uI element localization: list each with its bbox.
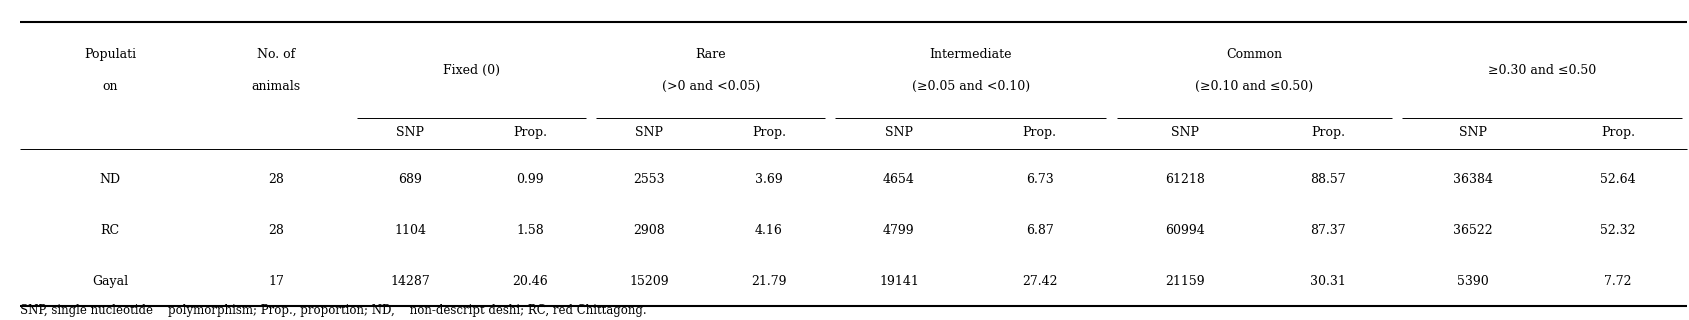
Text: 36384: 36384 [1453,173,1491,186]
Text: 36522: 36522 [1453,224,1491,237]
Text: 21159: 21159 [1165,275,1204,288]
Text: 27.42: 27.42 [1022,275,1057,288]
Text: SNP: SNP [1170,126,1199,139]
Text: 15209: 15209 [630,275,669,288]
Text: Populati: Populati [84,48,137,61]
Text: Common: Common [1226,48,1282,61]
Text: Gayal: Gayal [91,275,128,288]
Text: Prop.: Prop. [1599,126,1633,139]
Text: 4799: 4799 [883,224,914,237]
Text: 5390: 5390 [1456,275,1488,288]
Text: 28: 28 [269,224,284,237]
Text: SNP: SNP [885,126,912,139]
Text: (>0 and <0.05): (>0 and <0.05) [660,80,760,93]
Text: 6.73: 6.73 [1025,173,1052,186]
Text: 30.31: 30.31 [1309,275,1346,288]
Text: SNP: SNP [397,126,424,139]
Text: Prop.: Prop. [1022,126,1056,139]
Text: 4654: 4654 [882,173,914,186]
Text: on: on [103,80,118,93]
Text: No. of: No. of [257,48,296,61]
Text: (≥0.05 and <0.10): (≥0.05 and <0.10) [910,80,1029,93]
Text: 6.87: 6.87 [1025,224,1052,237]
Text: Fixed (0): Fixed (0) [443,64,500,77]
Text: Prop.: Prop. [512,126,547,139]
Text: Prop.: Prop. [1311,126,1344,139]
Text: RC: RC [101,224,120,237]
Text: Intermediate: Intermediate [929,48,1012,61]
Text: Rare: Rare [694,48,726,61]
Text: 0.99: 0.99 [515,173,544,186]
Text: 1104: 1104 [394,224,426,237]
Text: 52.64: 52.64 [1599,173,1635,186]
Text: 1.58: 1.58 [515,224,544,237]
Text: 2908: 2908 [633,224,665,237]
Text: 28: 28 [269,173,284,186]
Text: 87.37: 87.37 [1309,224,1344,237]
Text: 3.69: 3.69 [755,173,782,186]
Text: 19141: 19141 [878,275,919,288]
Text: 88.57: 88.57 [1309,173,1344,186]
Text: SNP, single nucleotide    polymorphism; Prop., proportion; ND,    non-descript d: SNP, single nucleotide polymorphism; Pro… [20,304,647,317]
Text: 7.72: 7.72 [1603,275,1630,288]
Text: SNP: SNP [1458,126,1486,139]
Text: ≥0.30 and ≤0.50: ≥0.30 and ≤0.50 [1486,64,1594,77]
Text: 20.46: 20.46 [512,275,547,288]
Text: 52.32: 52.32 [1599,224,1635,237]
Text: 2553: 2553 [633,173,665,186]
Text: animals: animals [252,80,301,93]
Text: ND: ND [100,173,120,186]
Text: 61218: 61218 [1165,173,1204,186]
Text: 14287: 14287 [390,275,431,288]
Text: 60994: 60994 [1165,224,1204,237]
Text: 689: 689 [399,173,422,186]
Text: 17: 17 [269,275,284,288]
Text: 21.79: 21.79 [750,275,785,288]
Text: 4.16: 4.16 [755,224,782,237]
Text: SNP: SNP [635,126,664,139]
Text: (≥0.10 and ≤0.50): (≥0.10 and ≤0.50) [1194,80,1312,93]
Text: Prop.: Prop. [752,126,785,139]
